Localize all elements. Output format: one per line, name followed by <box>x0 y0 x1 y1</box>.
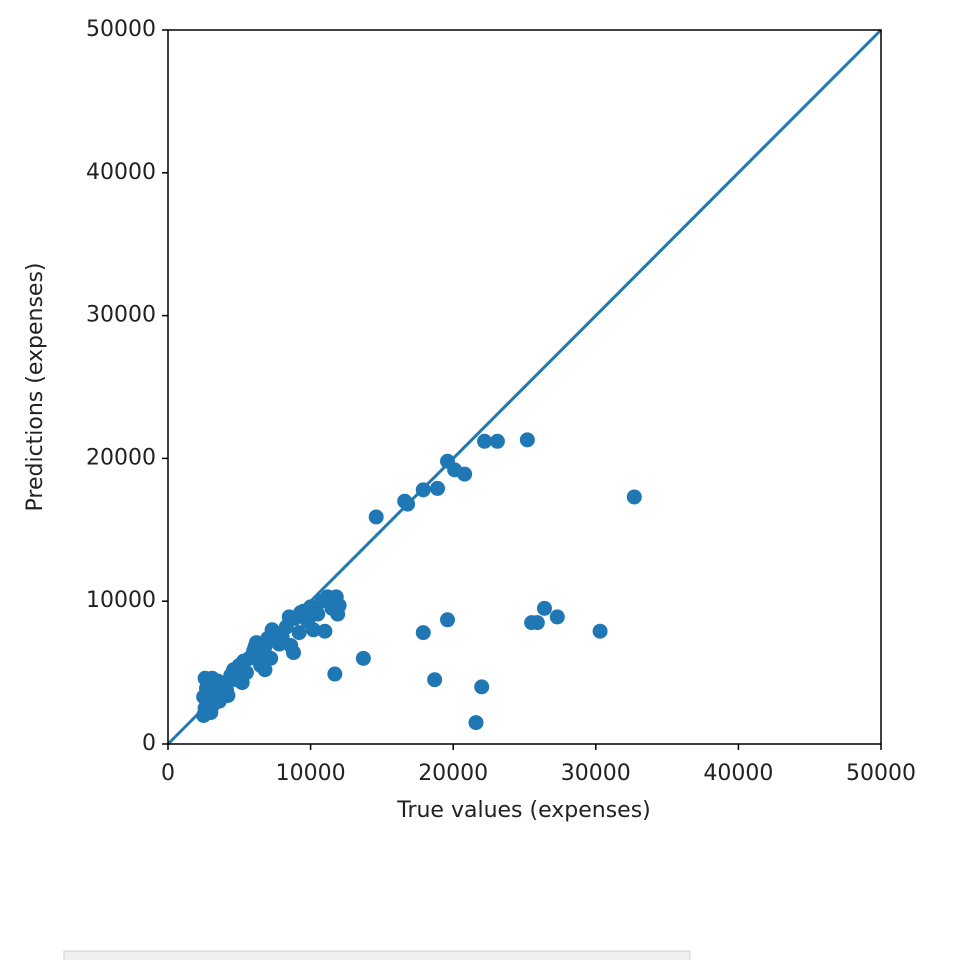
y-tick-label: 20000 <box>86 445 156 470</box>
point <box>536 600 552 616</box>
reference-line <box>166 28 883 746</box>
y-tick-label: 10000 <box>86 588 156 613</box>
point <box>519 432 535 448</box>
point <box>327 666 343 682</box>
x-tick-label: 30000 <box>561 761 631 786</box>
point <box>218 682 234 698</box>
point <box>415 625 431 641</box>
x-axis-label: True values (expenses) <box>396 798 651 823</box>
point <box>524 615 540 631</box>
x-tick-label: 20000 <box>418 761 488 786</box>
plot-frame <box>167 29 882 745</box>
y-tick-label: 30000 <box>86 303 156 328</box>
x-tick-label: 0 <box>161 761 175 786</box>
point <box>477 433 493 449</box>
point <box>317 623 333 639</box>
point <box>430 480 446 496</box>
point <box>263 650 279 666</box>
point <box>285 645 301 661</box>
y-tick-label: 0 <box>142 731 156 756</box>
point <box>330 606 346 622</box>
x-tick-label: 50000 <box>846 761 916 786</box>
output-widget <box>63 950 691 960</box>
point <box>474 679 490 695</box>
point <box>439 612 455 628</box>
point <box>314 593 330 609</box>
y-axis-label: Predictions (expenses) <box>23 263 48 512</box>
point <box>291 625 307 641</box>
point <box>270 630 286 646</box>
point <box>310 606 326 622</box>
point <box>626 489 642 505</box>
point <box>439 453 455 469</box>
y-tick-label: 40000 <box>86 160 156 185</box>
point <box>257 662 273 678</box>
point <box>305 622 321 638</box>
point <box>427 672 443 688</box>
point <box>368 509 384 525</box>
point <box>592 623 608 639</box>
point <box>355 650 371 666</box>
point <box>468 715 484 731</box>
point <box>549 609 565 625</box>
point <box>247 639 263 655</box>
point <box>489 433 505 449</box>
point <box>199 680 215 696</box>
x-tick-label: 40000 <box>703 761 773 786</box>
x-tick-label: 10000 <box>276 761 346 786</box>
y-tick-label: 50000 <box>86 17 156 42</box>
